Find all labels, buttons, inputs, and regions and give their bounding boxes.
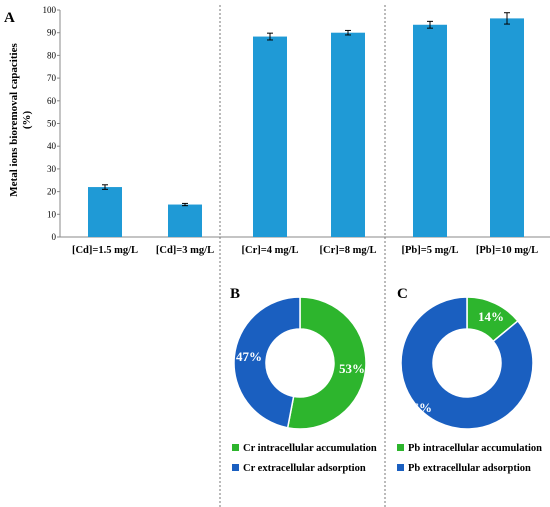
- bars: [88, 12, 524, 238]
- category-label: [Pb]=10 mg/L: [476, 245, 538, 256]
- legend-swatch: [232, 464, 239, 471]
- bar: [490, 18, 524, 237]
- panel-label-a: A: [4, 10, 15, 26]
- category-label: [Cd]=3 mg/L: [156, 245, 214, 256]
- legend-entry: Pb intracellular accumulation: [408, 443, 542, 454]
- y-tick-label: 40: [47, 141, 57, 151]
- donut-chart-panel-c: C 14%86% Pb intracellular accumulationPb…: [397, 286, 542, 474]
- legend-b: Cr intracellular accumulation Cr extracel…: [232, 443, 377, 474]
- y-tick-label: 30: [47, 164, 57, 174]
- category-label: [Pb]=5 mg/L: [401, 245, 458, 256]
- y-tick-label: 70: [47, 73, 57, 83]
- y-tick-label: 80: [47, 50, 57, 60]
- slice-value-label: 86%: [406, 400, 432, 415]
- legend-c: Pb intracellular accumulation Pb extracel…: [397, 443, 542, 474]
- donut-slice: [286, 296, 367, 430]
- y-tick-label: 100: [43, 5, 57, 15]
- bar: [331, 32, 365, 238]
- y-tick-label: 90: [47, 28, 57, 38]
- category-label: [Cr]=8 mg/L: [319, 245, 376, 256]
- donut-slice: [400, 296, 534, 430]
- donut-slice: [233, 296, 301, 429]
- slice-value-label: 53%: [339, 361, 365, 376]
- bar: [253, 36, 287, 238]
- legend-entry: Pb extracellular adsorption: [408, 463, 531, 474]
- y-tick-label: 60: [47, 96, 57, 106]
- y-axis-label-line1: Metal ions bioremoval capacities: [8, 43, 20, 197]
- legend-entry: Cr extracellular adsorption: [243, 463, 366, 474]
- donut-chart-panel-b: B 53%47% Cr intracellular accumulationCr…: [230, 286, 377, 474]
- y-tick-label: 0: [52, 232, 57, 242]
- bar: [168, 204, 202, 237]
- y-tick-label: 50: [47, 119, 57, 129]
- donut-b: 53% 47%: [233, 296, 367, 430]
- legend-entry: Cr intracellular accumulation: [243, 443, 377, 454]
- category-label: [Cr]=4 mg/L: [241, 245, 298, 256]
- panel-label-b: B: [230, 286, 240, 302]
- donut-c: 14% 86%: [400, 296, 534, 430]
- panel-label-c: C: [397, 286, 408, 302]
- slice-value-label: 47%: [236, 349, 262, 364]
- category-labels: [Cd]=1.5 mg/L [Cd]=3 mg/L [Cr]=4 mg/L [Cr]=…: [72, 245, 538, 256]
- category-label: [Cd]=1.5 mg/L: [72, 245, 138, 256]
- legend-swatch: [397, 444, 404, 451]
- bar: [413, 24, 447, 237]
- y-axis-label-line2: (%): [21, 111, 33, 130]
- legend-swatch: [397, 464, 404, 471]
- slice-value-label: 14%: [478, 309, 504, 324]
- y-axis: 0 10 20 30 40 50 60 70 80 90 100: [43, 5, 550, 242]
- y-tick-label: 20: [47, 187, 57, 197]
- bar: [88, 187, 122, 237]
- bar-chart-panel-a: A Metal ions bioremoval capacities (%) 0…: [4, 5, 550, 507]
- legend-swatch: [232, 444, 239, 451]
- y-tick-label: 10: [47, 209, 57, 219]
